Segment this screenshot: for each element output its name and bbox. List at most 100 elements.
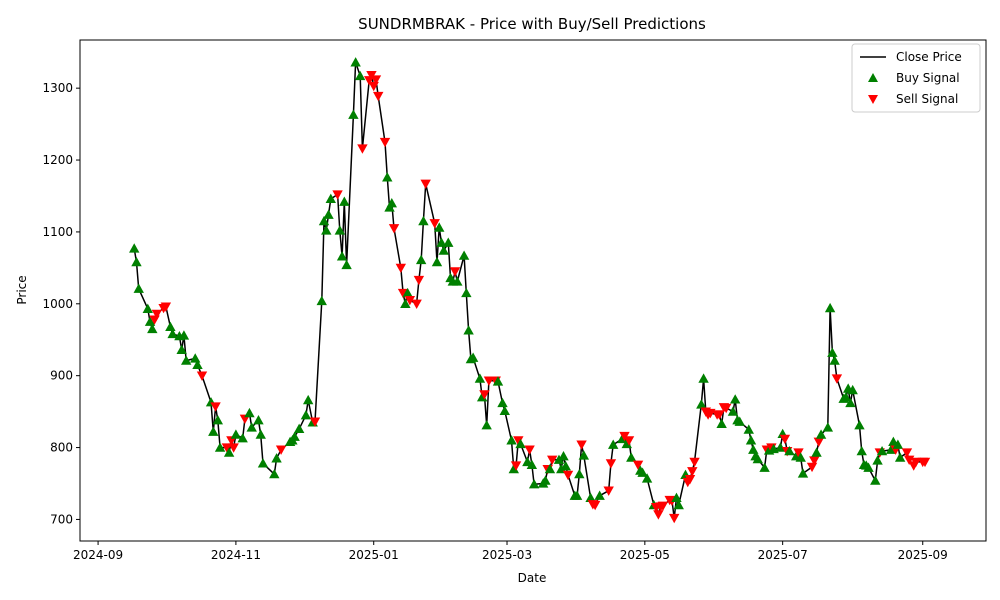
buy-signal-marker bbox=[341, 259, 352, 270]
buy-signal-marker bbox=[617, 433, 628, 444]
sell-signal-marker bbox=[901, 448, 913, 458]
buy-signal-marker bbox=[637, 467, 648, 477]
sell-signal-marker bbox=[420, 179, 431, 189]
buy-signal-marker bbox=[431, 256, 443, 267]
buy-signal-marker bbox=[822, 422, 834, 432]
y-tick-label: 700 bbox=[50, 512, 73, 526]
buy-signal-marker bbox=[434, 222, 445, 232]
sell-signal-marker bbox=[479, 390, 490, 400]
buy-signal-marker bbox=[870, 475, 881, 485]
buy-signal-marker bbox=[508, 463, 519, 474]
sell-signal-marker bbox=[404, 296, 416, 306]
buy-signal-marker bbox=[443, 237, 454, 247]
buy-signal-marker bbox=[255, 429, 266, 439]
buy-signal-marker bbox=[458, 250, 470, 260]
buy-signal-marker bbox=[698, 373, 709, 383]
axes-frame bbox=[79, 39, 987, 542]
buy-signal-marker bbox=[323, 209, 334, 219]
sell-signal-marker bbox=[547, 455, 558, 465]
buy-signal-marker bbox=[775, 442, 786, 452]
buy-signal-marker bbox=[302, 394, 314, 405]
buy-signal-marker bbox=[467, 352, 479, 362]
buy-signal-marker bbox=[885, 444, 897, 454]
x-tick-label: 2025-09 bbox=[898, 548, 948, 562]
sell-signal-marker bbox=[160, 302, 172, 312]
buy-signal-marker bbox=[621, 438, 632, 449]
buy-signal-marker bbox=[230, 429, 242, 439]
buy-signal-marker bbox=[845, 397, 856, 408]
buy-signal-marker bbox=[142, 303, 153, 313]
buy-signal-marker bbox=[526, 459, 538, 469]
buy-signal-marker bbox=[594, 490, 605, 500]
buy-signal-marker bbox=[461, 287, 472, 298]
sell-signal-marker bbox=[429, 219, 440, 229]
buy-signal-marker bbox=[497, 397, 508, 408]
sell-signal-marker bbox=[196, 371, 208, 381]
buy-signal-marker bbox=[716, 418, 727, 428]
buy-signal-marker bbox=[856, 445, 867, 456]
buy-signal-marker bbox=[544, 463, 556, 474]
sell-signal-marker bbox=[513, 436, 524, 446]
sell-signal-marker bbox=[221, 443, 233, 453]
y-tick-label: 1200 bbox=[42, 153, 73, 167]
buy-signal-marker bbox=[452, 276, 463, 286]
buy-signal-marker bbox=[863, 462, 874, 472]
legend-box bbox=[851, 43, 981, 113]
chart-title: SUNDRMBRAK - Price with Buy/Sell Predict… bbox=[358, 15, 706, 33]
buy-signal-marker bbox=[289, 431, 300, 441]
sell-signal-marker bbox=[657, 501, 669, 511]
sell-signal-marker bbox=[669, 513, 680, 524]
buy-signal-marker bbox=[574, 468, 585, 479]
sell-signal-marker bbox=[809, 456, 820, 466]
buy-signal-marker bbox=[214, 442, 226, 452]
buy-signal-marker bbox=[730, 394, 741, 404]
sell-signal-marker bbox=[720, 403, 732, 414]
buy-signal-marker bbox=[759, 462, 770, 472]
buy-signal-marker bbox=[743, 424, 754, 434]
buy-signal-marker bbox=[271, 453, 282, 463]
buy-signal-marker bbox=[872, 455, 883, 465]
buy-signal-marker bbox=[673, 499, 684, 510]
sell-signal-marker bbox=[793, 448, 804, 458]
sell-signal-marker bbox=[388, 224, 400, 234]
y-tick-label: 1000 bbox=[42, 297, 73, 311]
sell-signal-marker bbox=[632, 460, 644, 471]
buy-signal-marker bbox=[840, 392, 852, 402]
sell-signal-marker bbox=[623, 436, 635, 446]
buy-signal-marker bbox=[253, 415, 264, 425]
buy-signal-marker bbox=[167, 328, 178, 339]
buy-signal-marker bbox=[418, 215, 429, 226]
buy-signal-marker bbox=[727, 406, 739, 416]
buy-signal-marker bbox=[350, 57, 361, 67]
buy-signal-marker bbox=[506, 435, 517, 445]
buy-signal-marker bbox=[192, 359, 203, 370]
buy-signal-marker bbox=[133, 283, 144, 293]
sell-signal-marker bbox=[714, 410, 725, 420]
buy-signal-marker bbox=[334, 225, 346, 235]
sell-signal-marker bbox=[603, 486, 614, 496]
buy-signal-marker bbox=[244, 407, 255, 418]
sell-signal-marker bbox=[806, 462, 818, 473]
buy-signal-marker bbox=[847, 384, 858, 395]
buy-signal-marker bbox=[734, 416, 745, 426]
sell-signal-marker bbox=[332, 190, 343, 200]
buy-signal-marker bbox=[212, 415, 224, 425]
x-tick-label: 2025-03 bbox=[482, 548, 532, 562]
sell-signal-marker bbox=[605, 459, 617, 469]
buy-signal-marker bbox=[144, 316, 156, 326]
buy-signal-marker bbox=[400, 298, 411, 308]
buy-signal-marker bbox=[671, 492, 682, 503]
buy-signal-marker bbox=[499, 405, 510, 416]
sell-signal-marker bbox=[413, 275, 425, 286]
legend: Close Price Buy Signal Sell Signal bbox=[851, 43, 981, 113]
buy-signal-marker bbox=[321, 225, 332, 235]
buy-signal-marker bbox=[348, 109, 359, 119]
sell-signal-marker bbox=[449, 267, 461, 277]
buy-signal-marker bbox=[382, 172, 393, 182]
buy-signal-marker bbox=[339, 196, 350, 206]
buy-signal-marker bbox=[585, 492, 596, 503]
sell-signal-marker bbox=[373, 91, 384, 102]
sell-signal-marker bbox=[368, 81, 379, 92]
x-tick-label: 2024-11 bbox=[211, 548, 261, 562]
buy-signal-marker bbox=[386, 197, 397, 208]
